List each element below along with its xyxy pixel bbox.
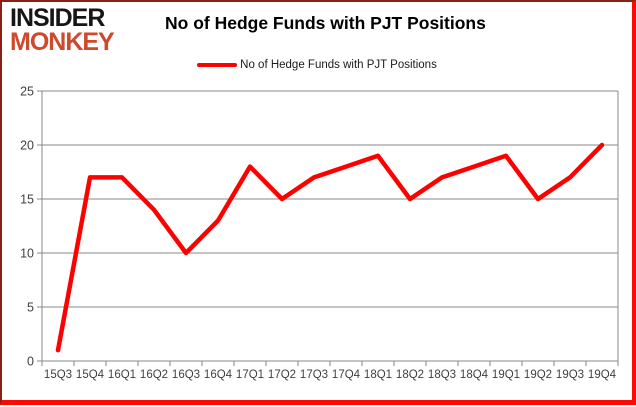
x-axis-tick-label: 19Q3	[556, 369, 584, 381]
x-axis-tick-label: 18Q2	[396, 369, 424, 381]
y-axis-tick-label: 0	[27, 355, 34, 369]
chart-title: No of Hedge Funds with PJT Positions	[165, 13, 486, 33]
y-axis-tick-label: 5	[27, 301, 34, 315]
y-axis-tick-label: 25	[20, 85, 34, 99]
y-axis-tick-label: 10	[20, 247, 34, 261]
x-axis-tick-label: 18Q4	[460, 369, 489, 381]
y-axis-tick-label: 20	[20, 139, 34, 153]
x-axis-tick-label: 18Q3	[428, 369, 456, 381]
x-axis-tick-label: 18Q1	[364, 369, 392, 381]
x-axis-tick-label: 15Q4	[76, 369, 105, 381]
x-axis-tick-label: 17Q4	[332, 369, 361, 381]
x-axis-tick-label: 16Q3	[172, 369, 200, 381]
legend-line-marker	[197, 62, 238, 68]
legend-label: No of Hedge Funds with PJT Positions	[240, 59, 437, 71]
x-axis-tick-label: 17Q3	[300, 369, 328, 381]
insider-monkey-logo: INSIDER MONKEY	[10, 4, 115, 56]
y-axis-tick-label: 15	[20, 193, 34, 207]
x-axis-tick-label: 16Q1	[108, 369, 136, 381]
logo-word-monkey: MONKEY	[10, 27, 115, 56]
x-axis-tick-label: 19Q1	[492, 369, 520, 381]
x-axis-tick-label: 19Q4	[588, 369, 617, 381]
x-axis-tick-label: 16Q2	[140, 369, 168, 381]
x-axis-tick-label: 17Q1	[236, 369, 264, 381]
x-axis-tick-label: 15Q3	[44, 369, 72, 381]
legend: No of Hedge Funds with PJT Positions	[2, 57, 632, 73]
x-axis-tick-label: 16Q4	[204, 369, 233, 381]
x-axis-tick-label: 19Q2	[524, 369, 552, 381]
data-line-series	[55, 142, 605, 353]
x-axis-tick-label: 17Q2	[268, 369, 296, 381]
logo-word-insider: INSIDER	[10, 4, 105, 32]
